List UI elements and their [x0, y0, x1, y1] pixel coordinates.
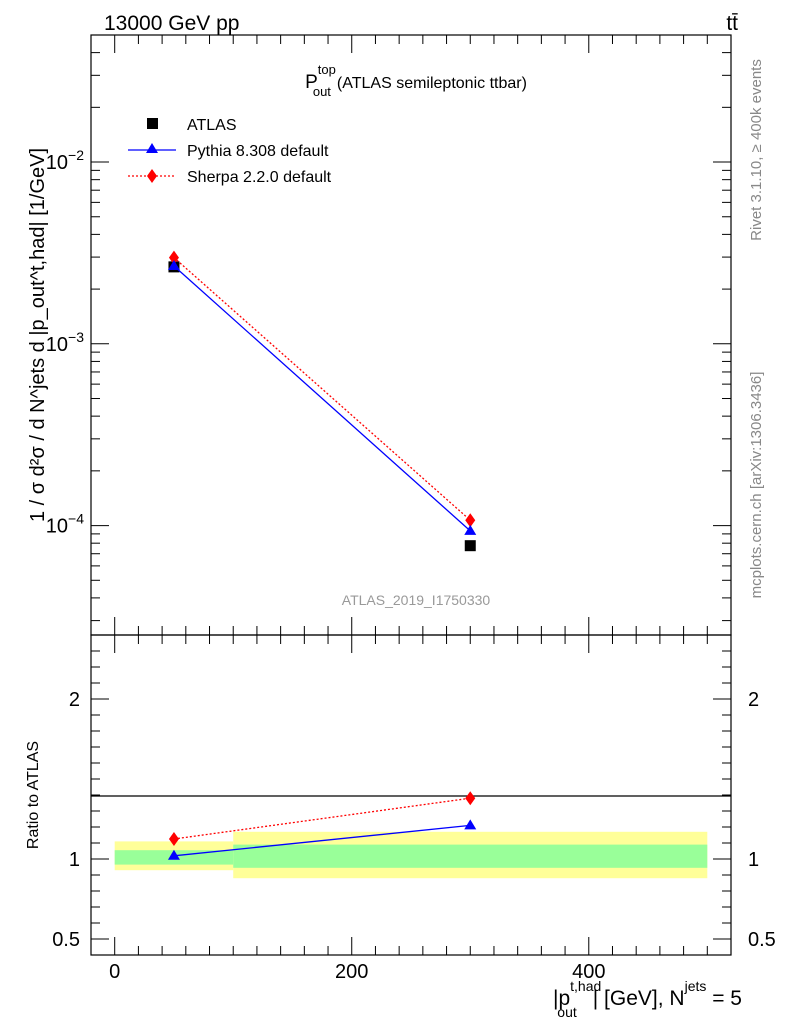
pythia-main-point	[167, 259, 180, 270]
ratio-frame	[90, 634, 732, 956]
plot-title: Ptop out (ATLAS semileptonic ttbar)	[305, 62, 527, 99]
sherpa-main-point	[168, 250, 179, 265]
legend-pythia-label: Pythia 8.308 default	[187, 143, 329, 160]
main-ytick-label: 10−4	[46, 511, 84, 538]
pythia-main-point	[464, 524, 477, 535]
ratio-ytick-label-left: 0.5	[52, 929, 80, 951]
ratio-ytick-label-left: 1	[69, 849, 80, 871]
ratio-ytick-label-right: 2	[748, 689, 759, 711]
process-label: tt̄	[726, 12, 738, 35]
sherpa-main-point	[465, 513, 476, 528]
atlas-data-point	[464, 540, 476, 552]
ratio-marks	[167, 791, 477, 860]
main-marks	[167, 250, 477, 552]
title-main: P	[305, 72, 318, 93]
pythia-main-line-segment	[173, 265, 471, 532]
main-ytick-exp: −4	[68, 511, 84, 527]
sherpa-ratio-point	[465, 791, 476, 806]
legend-atlas-marker	[147, 118, 158, 129]
title-rest: (ATLAS semileptonic ttbar)	[337, 75, 527, 92]
ratio-band-inner	[233, 844, 708, 868]
legend: ATLAS Pythia 8.308 default Sherpa 2.2.0 …	[128, 117, 332, 186]
main-ytick-exp: −2	[68, 147, 84, 163]
ratio-ylabel: Ratio to ATLAS	[25, 741, 42, 849]
main-panel: 10−210−310−4 ATLAS_2019_I1750330 Ptop out…	[27, 34, 732, 636]
legend-atlas-label: ATLAS	[187, 117, 237, 134]
ratio-panel: 0.5 0.5 1 1 2 2 0 200 400 Ratio to ATLAS |pt,had…	[25, 634, 776, 1020]
energy-label: 13000 GeV pp	[104, 12, 239, 35]
pythia-ratio-line-segment	[173, 824, 471, 857]
ratio-xlabel: |pt,had out | [GeV], Njets = 5	[553, 978, 742, 1020]
main-ylabel: 1 / σ d²σ / d N^jets d |p_out^t,had| [1/…	[27, 148, 49, 522]
ratio-ytick-label-right: 1	[748, 849, 759, 871]
legend-sherpa-label: Sherpa 2.2.0 default	[187, 169, 332, 186]
ratio-bands	[114, 831, 708, 879]
main-ytick-base: 10	[46, 334, 68, 356]
xlabel-rest: | [GeV], N	[593, 987, 685, 1010]
ratio-xtick-label: 400	[572, 961, 605, 983]
sherpa-ratio-line-segment	[173, 797, 471, 840]
xlabel-tail: = 5	[706, 987, 742, 1010]
main-ytick-label: 10−2	[46, 147, 84, 174]
ratio-xtick-label: 0	[109, 961, 120, 983]
main-ticks: 10−210−310−4	[46, 34, 731, 635]
sherpa-main-line-segment	[173, 257, 471, 521]
site-label: mcplots.cern.ch [arXiv:1306.3436]	[748, 372, 765, 599]
ratio-ytick-label-left: 2	[69, 689, 80, 711]
ratio-ticks: 0.5 0.5 1 1 2 2 0 200 400	[52, 635, 776, 983]
main-ytick-label: 10−3	[46, 329, 84, 356]
title-sub: out	[313, 84, 331, 99]
main-ytick-base: 10	[46, 152, 68, 174]
xlabel-sub: out	[557, 1004, 577, 1020]
pythia-ratio-point	[167, 849, 180, 860]
xlabel-open: |p	[553, 987, 570, 1010]
ratio-ytick-label-right: 0.5	[748, 929, 776, 951]
legend-sherpa-marker	[147, 169, 157, 183]
xlabel-sup2: jets	[684, 978, 707, 994]
main-ytick-base: 10	[46, 516, 68, 538]
watermark: ATLAS_2019_I1750330	[342, 592, 491, 608]
xlabel-sup: t,had	[570, 978, 601, 994]
pythia-ratio-point	[464, 819, 477, 830]
legend-pythia-marker	[146, 143, 158, 153]
sherpa-ratio-point	[168, 832, 179, 846]
main-ytick-exp: −3	[68, 329, 84, 345]
title-sup: top	[318, 62, 336, 77]
rivet-label: Rivet 3.1.10, ≥ 400k events	[748, 59, 765, 241]
ratio-xtick-label: 200	[335, 961, 368, 983]
